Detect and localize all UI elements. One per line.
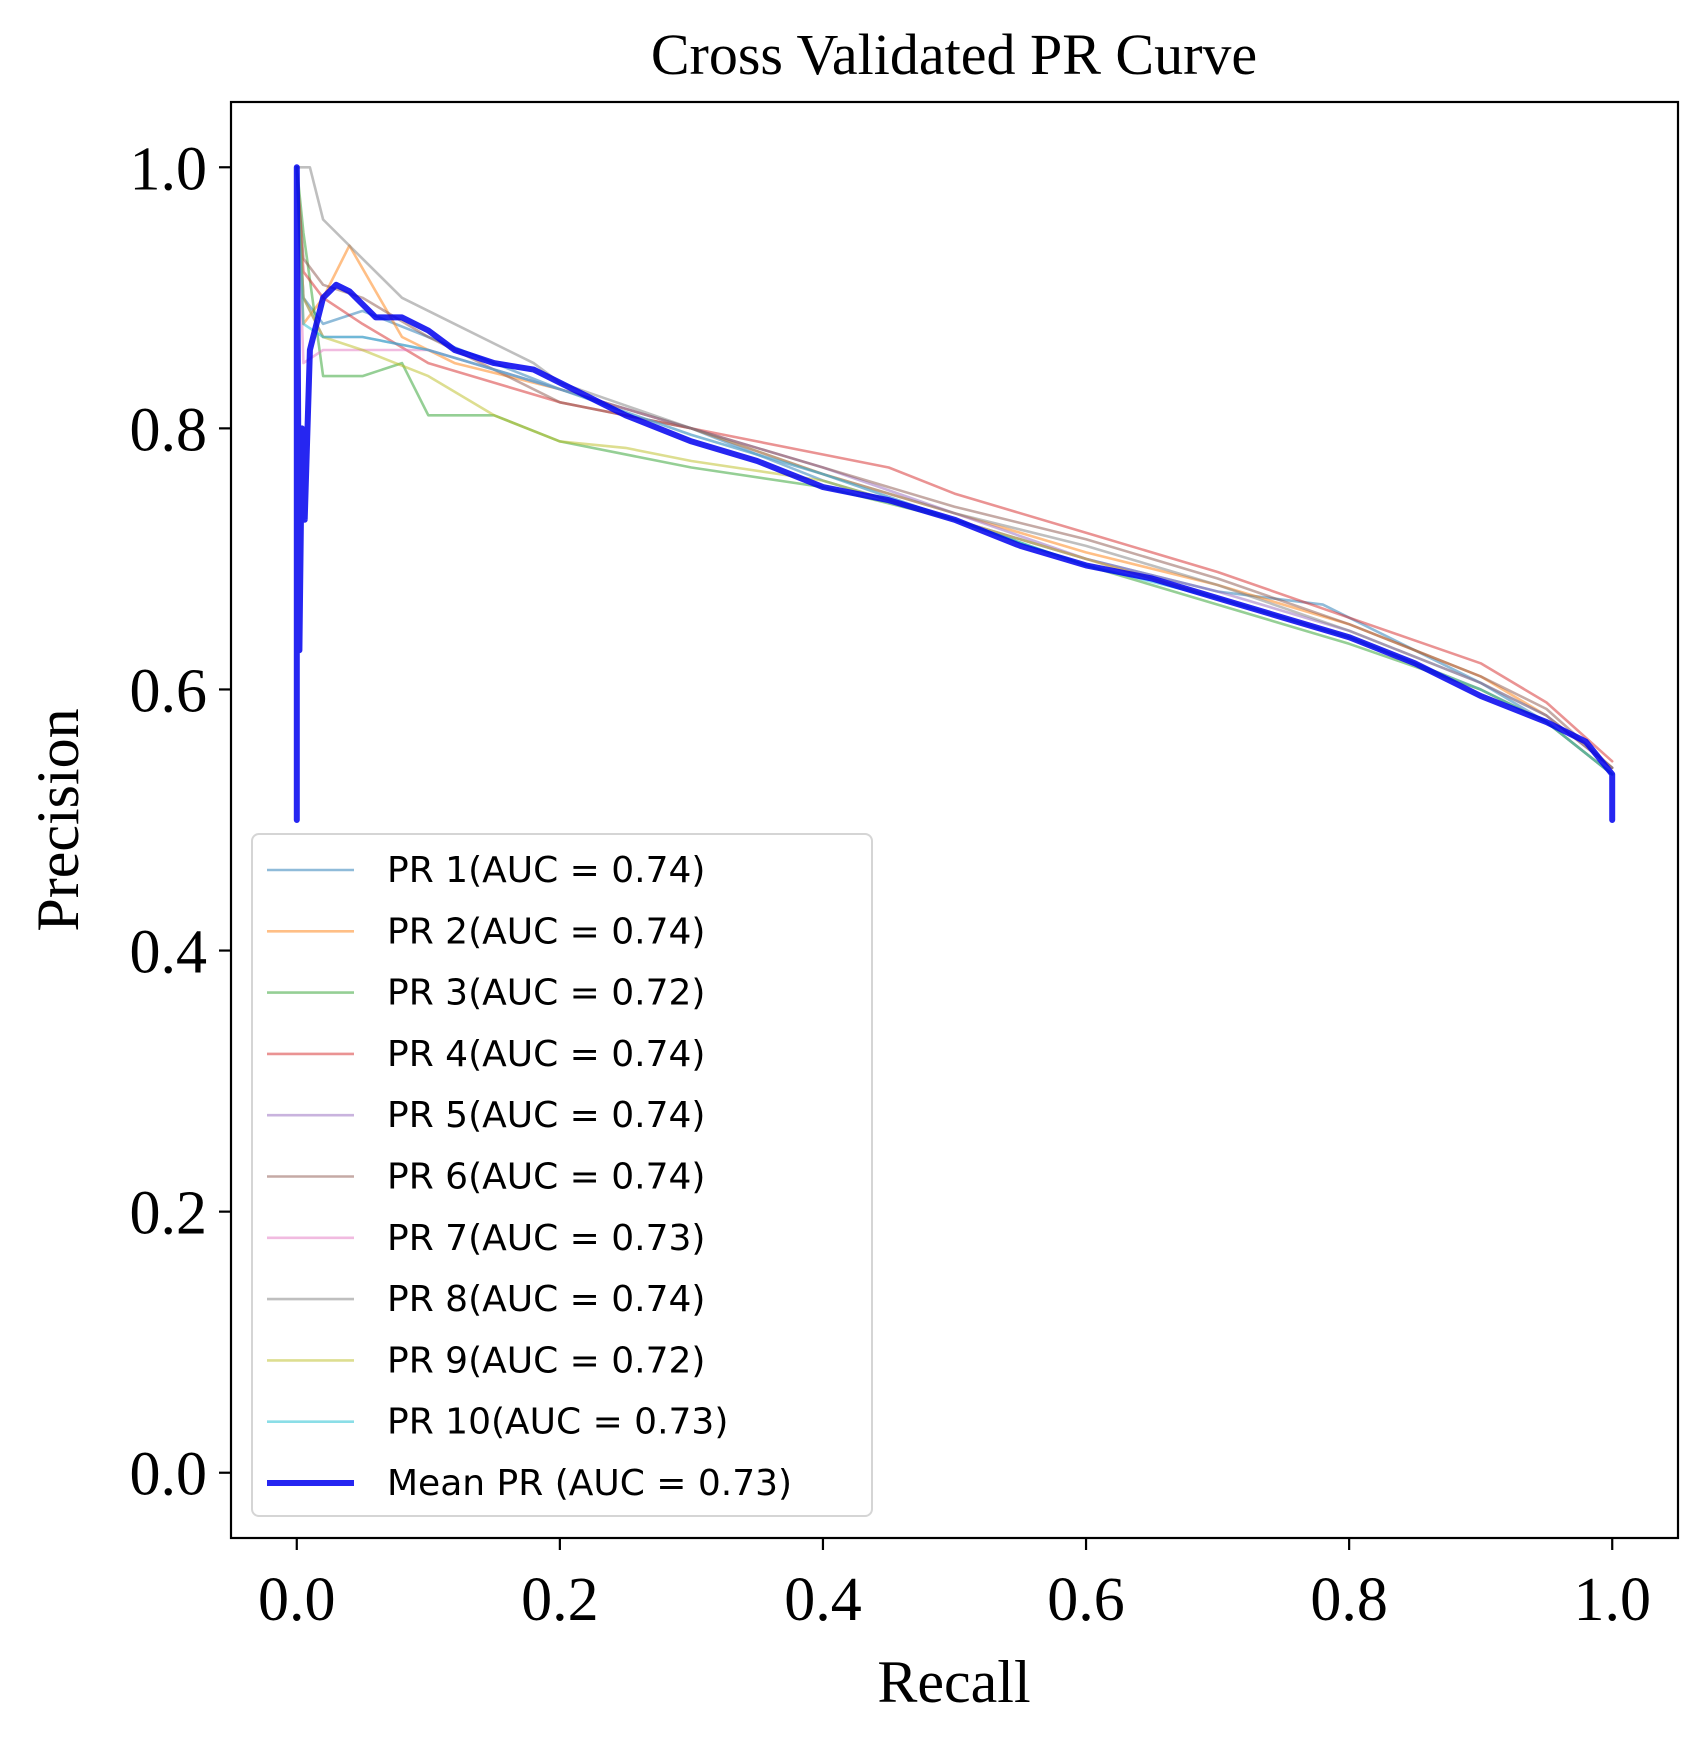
series-line-11 [293, 164, 1616, 823]
y-tick-label: 0.8 [130, 396, 208, 464]
chart-title: Cross Validated PR Curve [651, 22, 1257, 87]
x-axis: 0.0 0.2 0.4 0.6 0.8 1.0 [258, 1538, 1651, 1634]
plot-area [229, 100, 1680, 1540]
x-tick-label: 0.2 [521, 1566, 599, 1634]
legend-label-2: PR 2(AUC = 0.74) [387, 911, 705, 952]
legend-box [251, 833, 873, 1517]
x-tick-label: 0.0 [258, 1566, 336, 1634]
y-tick-label: 0.6 [130, 657, 208, 725]
series-line-4 [295, 166, 1614, 763]
y-tick-label: 1.0 [130, 135, 208, 203]
x-axis-label: Recall [877, 1649, 1030, 1715]
series-line-7 [295, 166, 1614, 776]
y-tick-label: 0.0 [130, 1441, 208, 1509]
y-axis-label: Precision [25, 708, 91, 931]
y-tick-label: 0.4 [130, 919, 208, 987]
series-line-8 [295, 166, 1614, 770]
legend-label-4: PR 4(AUC = 0.74) [387, 1034, 705, 1075]
legend-label-8: PR 8(AUC = 0.74) [387, 1279, 705, 1320]
legend-label-6: PR 6(AUC = 0.74) [387, 1157, 705, 1198]
series-line-5 [295, 166, 1614, 770]
x-tick-label: 0.8 [1310, 1566, 1388, 1634]
x-tick-label: 0.6 [1047, 1566, 1125, 1634]
series-layer [293, 164, 1616, 823]
y-tick-label: 0.2 [130, 1180, 208, 1248]
series-line-6 [295, 166, 1614, 770]
series-line-10 [295, 166, 1614, 776]
legend-label-9: PR 9(AUC = 0.72) [387, 1340, 705, 1381]
series-line-9 [295, 166, 1614, 776]
x-tick-label: 0.4 [784, 1566, 862, 1634]
legend-label-7: PR 7(AUC = 0.73) [387, 1218, 705, 1259]
series-line-2 [295, 166, 1614, 770]
legend-label-1: PR 1(AUC = 0.74) [387, 850, 705, 891]
legend-label-3: PR 3(AUC = 0.72) [387, 973, 705, 1014]
legend-label-5: PR 5(AUC = 0.74) [387, 1095, 705, 1136]
series-line-3 [295, 166, 1614, 776]
series-line-1 [295, 166, 1614, 776]
legend: PR 1(AUC = 0.74) PR 2(AUC = 0.74) PR 3(AUC… [251, 833, 873, 1517]
legend-label-10: PR 10(AUC = 0.73) [387, 1402, 728, 1443]
y-axis: 0.0 0.2 0.4 0.6 0.8 1.0 [130, 135, 231, 1509]
plot-frame [229, 100, 1680, 1540]
legend-label-11: Mean PR (AUC = 0.73) [387, 1463, 792, 1504]
x-tick-label: 1.0 [1573, 1566, 1651, 1634]
